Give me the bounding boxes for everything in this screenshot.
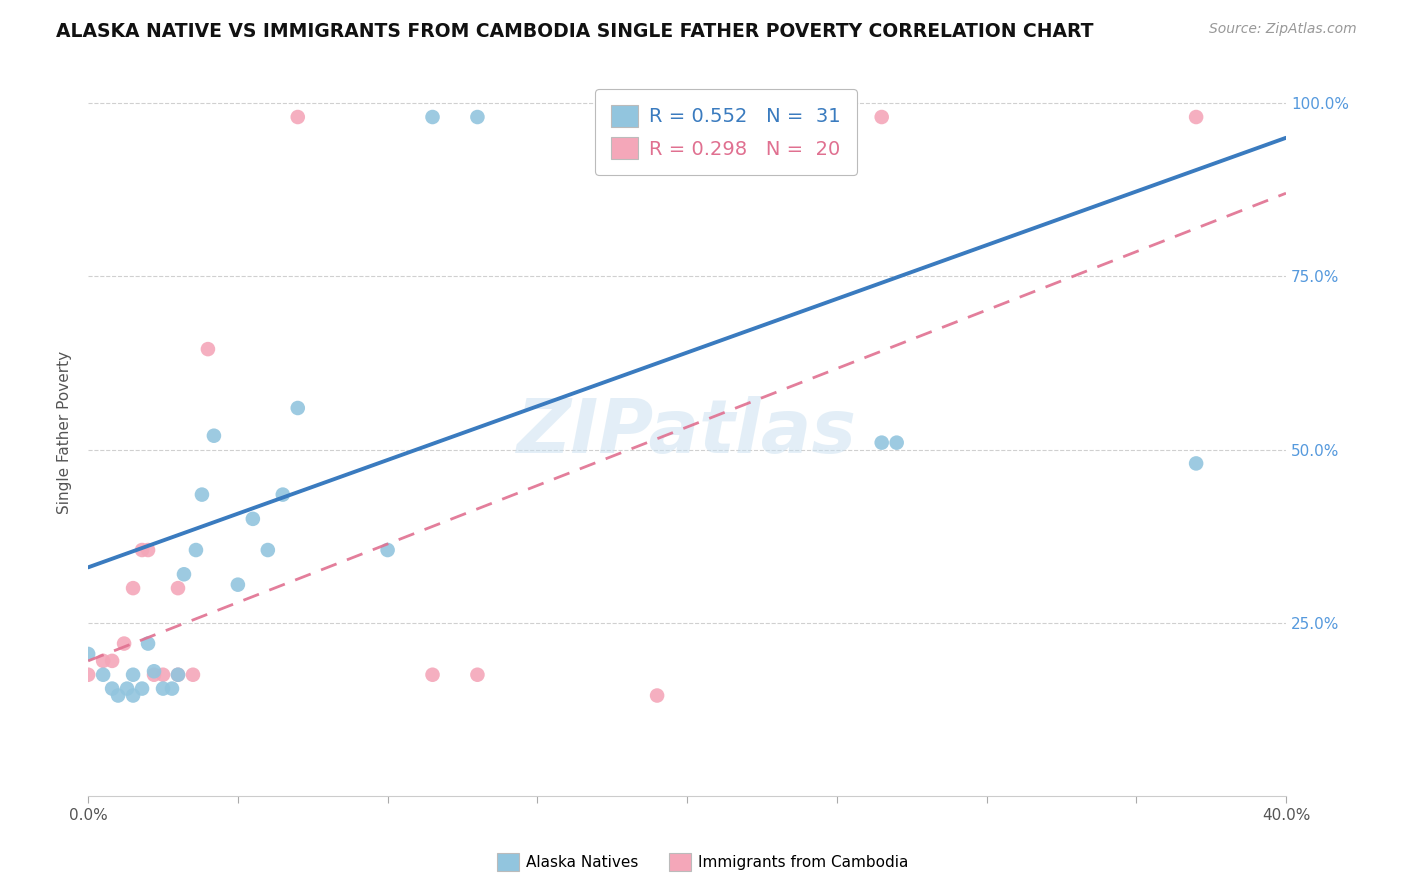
Point xyxy=(91,654,114,668)
Text: ALASKA NATIVE VS IMMIGRANTS FROM CAMBODIA SINGLE FATHER POVERTY CORRELATION CHAR: ALASKA NATIVE VS IMMIGRANTS FROM CAMBODI… xyxy=(56,22,1094,41)
Point xyxy=(112,636,135,650)
Point xyxy=(143,665,166,679)
Legend: R = 0.552   N =  31, R = 0.298   N =  20: R = 0.552 N = 31, R = 0.298 N = 20 xyxy=(595,89,856,175)
Point xyxy=(77,667,100,681)
Point xyxy=(645,689,668,703)
Point xyxy=(467,110,489,124)
Point xyxy=(181,667,204,681)
Point xyxy=(242,512,264,526)
Point xyxy=(115,681,138,696)
Point xyxy=(77,647,100,661)
Point xyxy=(131,543,153,558)
Point xyxy=(422,667,444,681)
Point xyxy=(167,581,190,595)
Point xyxy=(287,110,309,124)
Text: Source: ZipAtlas.com: Source: ZipAtlas.com xyxy=(1209,22,1357,37)
Point xyxy=(152,681,174,696)
Point xyxy=(645,110,668,124)
Point xyxy=(122,689,145,703)
Point xyxy=(131,681,153,696)
Point xyxy=(226,577,249,591)
Point xyxy=(1185,457,1208,471)
Point xyxy=(122,581,145,595)
Point xyxy=(870,110,893,124)
Point xyxy=(167,667,190,681)
Point xyxy=(91,667,114,681)
Legend: Alaska Natives, Immigrants from Cambodia: Alaska Natives, Immigrants from Cambodia xyxy=(491,847,915,877)
Point xyxy=(191,487,214,501)
Point xyxy=(287,401,309,415)
Point xyxy=(136,543,159,558)
Point xyxy=(467,667,489,681)
Point xyxy=(173,567,195,582)
Point xyxy=(101,681,124,696)
Point xyxy=(160,681,183,696)
Y-axis label: Single Father Poverty: Single Father Poverty xyxy=(58,351,72,514)
Point xyxy=(886,435,908,450)
Point xyxy=(197,342,219,356)
Point xyxy=(377,543,399,558)
Point xyxy=(122,667,145,681)
Point xyxy=(202,428,225,442)
Point xyxy=(870,435,893,450)
Point xyxy=(152,667,174,681)
Point xyxy=(271,487,294,501)
Point xyxy=(143,667,166,681)
Point xyxy=(1185,110,1208,124)
Point xyxy=(256,543,278,558)
Point xyxy=(167,667,190,681)
Point xyxy=(184,543,207,558)
Text: ZIPatlas: ZIPatlas xyxy=(517,396,858,469)
Point xyxy=(107,689,129,703)
Point xyxy=(101,654,124,668)
Point xyxy=(422,110,444,124)
Point xyxy=(136,636,159,650)
